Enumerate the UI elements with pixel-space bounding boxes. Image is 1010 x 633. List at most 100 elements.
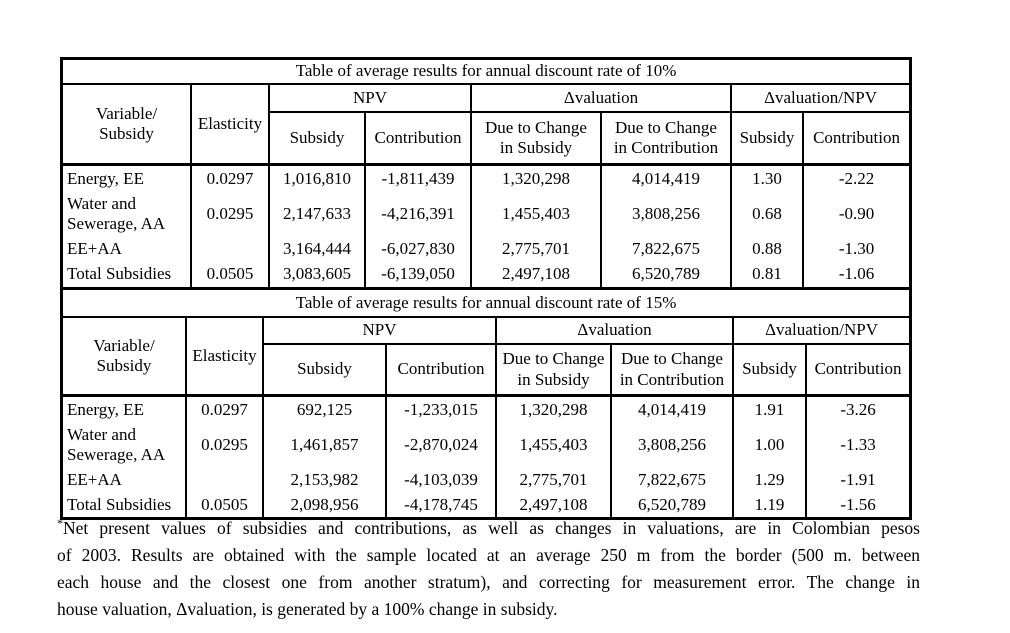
cell-ratio-subsidy: 1.30: [730, 164, 804, 192]
header-due-change-subsidy: Due to Change in Subsidy: [470, 111, 602, 166]
cell-ratio-contribution: -3.26: [804, 395, 910, 423]
cell-npv-contribution: -4,216,391: [364, 192, 472, 236]
cell-elasticity: [190, 236, 270, 262]
cell-npv-subsidy: 3,164,444: [268, 236, 366, 262]
cell-dval-contribution: 7,822,675: [600, 236, 732, 262]
cell-dval-subsidy: 1,320,298: [495, 395, 612, 423]
header-variable-subsidy: Variable/ Subsidy: [63, 316, 187, 397]
table-row: Energy, EE 0.0297 692,125 -1,233,015 1,3…: [63, 395, 910, 423]
cell-ratio-subsidy: 0.68: [730, 192, 804, 236]
cell-ratio-contribution: -0.90: [801, 192, 910, 236]
cell-ratio-contribution: -1.33: [804, 423, 910, 467]
header-npv-contribution: Contribution: [364, 111, 472, 166]
table-row: Total Subsidies 0.0505 3,083,605 -6,139,…: [63, 262, 910, 287]
cell-variable: EE+AA: [63, 467, 187, 493]
header-npv-subsidy: Subsidy: [262, 343, 387, 397]
footnote-text: Net present values of subsidies and cont…: [63, 518, 920, 538]
cell-variable: Energy, EE: [63, 395, 187, 423]
header-variable-subsidy: Variable/ Subsidy: [63, 83, 192, 166]
header-npv-contribution: Contribution: [385, 343, 497, 397]
results-table-frame: Table of average results for annual disc…: [60, 57, 912, 520]
header-elasticity: Elasticity: [190, 83, 270, 166]
header-ratio-subsidy: Subsidy: [730, 111, 804, 166]
cell-ratio-contribution: -1.06: [801, 262, 910, 287]
cell-elasticity: 0.0297: [185, 395, 264, 423]
table-row: Energy, EE 0.0297 1,016,810 -1,811,439 1…: [63, 164, 910, 192]
cell-elasticity: 0.0295: [190, 192, 270, 236]
table-footnote: *Net present values of subsidies and con…: [57, 515, 920, 623]
cell-npv-contribution: -4,103,039: [385, 467, 497, 493]
cell-elasticity: 0.0505: [185, 493, 264, 517]
footnote-text: of 2003. Results are obtained with the s…: [57, 545, 920, 565]
footnote-line: of 2003. Results are obtained with the s…: [57, 542, 920, 569]
cell-ratio-subsidy: 0.81: [730, 262, 804, 287]
cell-ratio-contribution: -1.91: [804, 467, 910, 493]
cell-dval-contribution: 4,014,419: [600, 164, 732, 192]
cell-npv-subsidy: 2,153,982: [262, 467, 387, 493]
cell-ratio-contribution: -1.56: [804, 493, 910, 517]
header-delta-valuation: Δvaluation: [495, 316, 734, 345]
cell-npv-subsidy: 2,098,956: [262, 493, 387, 517]
cell-dval-contribution: 3,808,256: [600, 192, 732, 236]
cell-ratio-subsidy: 1.19: [732, 493, 807, 517]
cell-dval-contribution: 4,014,419: [610, 395, 734, 423]
header-npv-subsidy: Subsidy: [268, 111, 366, 166]
cell-ratio-contribution: -2.22: [801, 164, 910, 192]
cell-npv-subsidy: 3,083,605: [268, 262, 366, 287]
header-delta-valuation-npv: Δvaluation/NPV: [731, 316, 910, 345]
cell-dval-subsidy: 2,497,108: [470, 262, 602, 287]
footnote-line: each house and the closest one from anot…: [57, 569, 920, 596]
cell-elasticity: 0.0295: [185, 423, 264, 467]
footnote-line: house valuation, Δvaluation, is generate…: [57, 596, 920, 623]
header-due-change-contribution: Due to Change in Contribution: [600, 111, 732, 166]
cell-npv-subsidy: 1,016,810: [268, 164, 366, 192]
cell-npv-contribution: -6,139,050: [364, 262, 472, 287]
cell-variable: Total Subsidies: [63, 493, 187, 517]
table-row: Total Subsidies 0.0505 2,098,956 -4,178,…: [63, 493, 910, 517]
footnote-text: house valuation, Δvaluation, is generate…: [57, 599, 558, 619]
cell-dval-contribution: 6,520,789: [610, 493, 734, 517]
header-due-change-contribution: Due to Change in Contribution: [610, 343, 734, 397]
header-ratio-subsidy: Subsidy: [732, 343, 807, 397]
cell-variable: Water and Sewerage, AA: [63, 192, 192, 236]
cell-variable: Water and Sewerage, AA: [63, 423, 187, 467]
cell-variable: Total Subsidies: [63, 262, 192, 287]
cell-npv-contribution: -1,233,015: [385, 395, 497, 423]
header-group-row: Variable/ Subsidy Elasticity NPV Δvaluat…: [63, 316, 910, 397]
cell-ratio-subsidy: 0.88: [730, 236, 804, 262]
cell-variable: EE+AA: [63, 236, 192, 262]
table-title-15pct: Table of average results for annual disc…: [63, 287, 910, 318]
header-npv: NPV: [262, 316, 497, 345]
footnote-text: each house and the closest one from anot…: [57, 572, 920, 592]
header-elasticity: Elasticity: [185, 316, 264, 397]
footnote-line: *Net present values of subsidies and con…: [57, 515, 920, 542]
cell-elasticity: 0.0505: [190, 262, 270, 287]
footnote-marker: *: [57, 516, 63, 531]
cell-ratio-subsidy: 1.00: [732, 423, 807, 467]
results-table-15pct: Table of average results for annual disc…: [63, 287, 910, 517]
cell-npv-subsidy: 2,147,633: [268, 192, 366, 236]
header-ratio-contribution: Contribution: [804, 343, 910, 397]
cell-dval-subsidy: 2,497,108: [495, 493, 612, 517]
cell-npv-contribution: -4,178,745: [385, 493, 497, 517]
cell-npv-contribution: -1,811,439: [364, 164, 472, 192]
table-row: EE+AA 3,164,444 -6,027,830 2,775,701 7,8…: [63, 236, 910, 262]
table-title-row: Table of average results for annual disc…: [63, 287, 910, 318]
cell-ratio-subsidy: 1.91: [732, 395, 807, 423]
cell-dval-subsidy: 1,455,403: [495, 423, 612, 467]
table-title-row: Table of average results for annual disc…: [63, 60, 910, 85]
table-row: EE+AA 2,153,982 -4,103,039 2,775,701 7,8…: [63, 467, 910, 493]
table-row: Water and Sewerage, AA 0.0295 2,147,633 …: [63, 192, 910, 236]
cell-dval-contribution: 3,808,256: [610, 423, 734, 467]
header-sub-row: Subsidy Contribution Due to Change in Su…: [63, 343, 910, 397]
header-delta-valuation: Δvaluation: [470, 83, 732, 113]
cell-ratio-contribution: -1.30: [801, 236, 910, 262]
cell-npv-subsidy: 692,125: [262, 395, 387, 423]
cell-dval-subsidy: 2,775,701: [495, 467, 612, 493]
cell-elasticity: 0.0297: [190, 164, 270, 192]
cell-npv-subsidy: 1,461,857: [262, 423, 387, 467]
header-ratio-contribution: Contribution: [801, 111, 910, 166]
cell-npv-contribution: -2,870,024: [385, 423, 497, 467]
cell-elasticity: [185, 467, 264, 493]
